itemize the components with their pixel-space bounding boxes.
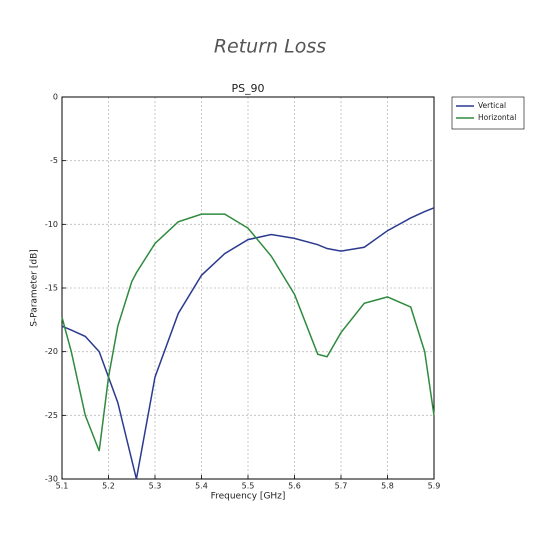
x-tick-label: 5.6: [288, 482, 301, 491]
x-tick-label: 5.3: [149, 482, 162, 491]
y-tick-label: -30: [45, 475, 58, 484]
y-tick-label: -25: [45, 411, 58, 420]
legend-label: Horizontal: [478, 113, 516, 122]
x-tick-label: 5.9: [428, 482, 441, 491]
x-tick-label: 5.1: [56, 482, 69, 491]
x-tick-label: 5.4: [195, 482, 208, 491]
legend-label: Vertical: [478, 101, 506, 110]
x-tick-label: 5.5: [242, 482, 255, 491]
line-series: [61, 207, 435, 480]
y-tick-label: 0: [53, 93, 58, 102]
y-tick-label: -20: [45, 347, 58, 356]
y-axis-label: S-Parameter [dB]: [30, 249, 40, 327]
plot-frame: [61, 96, 435, 480]
x-axis-label: Frequency [GHz]: [211, 492, 286, 502]
chart-subtitle: PS_90: [231, 82, 264, 95]
chart-title: Return Loss: [214, 36, 326, 58]
x-tick-label: 5.2: [102, 482, 115, 491]
y-tick-label: -10: [45, 220, 58, 229]
y-tick-label: -5: [50, 156, 58, 165]
line-series: [61, 213, 435, 452]
y-tick-label: -15: [45, 284, 58, 293]
x-tick-label: 5.7: [335, 482, 348, 491]
legend-box: [451, 96, 525, 130]
x-tick-label: 5.8: [381, 482, 394, 491]
